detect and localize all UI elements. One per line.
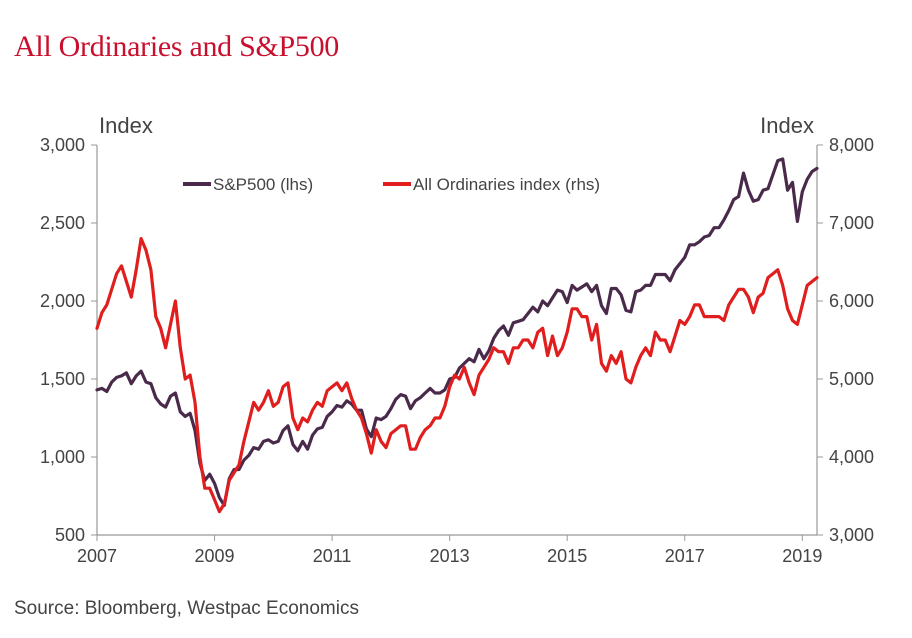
- y-axis-right-unit: Index: [760, 113, 814, 138]
- legend: S&P500 (lhs) All Ordinaries index (rhs): [183, 175, 600, 194]
- y-tick-left-label: 3,000: [40, 135, 85, 155]
- chart: Index Index 3,000 2,500 2,000 1,500 1,000 500…: [40, 113, 874, 566]
- y-tick-left-label: 2,000: [40, 291, 85, 311]
- allords-line: [95, 237, 819, 514]
- chart-title: All Ordinaries and S&P500: [14, 30, 339, 63]
- y-tick-left-label: 500: [55, 525, 85, 545]
- sp500-line: [95, 157, 819, 507]
- y-tick-left-label: 1,500: [40, 369, 85, 389]
- y-tick-right-label: 6,000: [829, 291, 874, 311]
- x-ticks: 2007 2009 2011 2013 2015 2017 2019: [77, 535, 822, 566]
- x-tick-label: 2009: [195, 546, 235, 566]
- x-tick-label: 2017: [665, 546, 705, 566]
- x-tick-label: 2019: [782, 546, 822, 566]
- x-tick-label: 2011: [313, 546, 352, 566]
- y-ticks-right: 8,000 7,000 6,000 5,000 4,000 3,000: [817, 135, 874, 545]
- x-tick-label: 2015: [547, 546, 587, 566]
- y-tick-right-label: 7,000: [829, 213, 874, 233]
- x-tick-label: 2007: [77, 546, 117, 566]
- axes: [96, 145, 818, 536]
- legend-label-allords: All Ordinaries index (rhs): [413, 175, 600, 194]
- y-axis-left-unit: Index: [99, 113, 153, 138]
- y-tick-right-label: 5,000: [829, 369, 874, 389]
- y-tick-right-label: 4,000: [829, 447, 874, 467]
- source-note: Source: Bloomberg, Westpac Economics: [14, 598, 359, 619]
- y-tick-right-label: 3,000: [829, 525, 874, 545]
- series-lines: [95, 157, 819, 514]
- y-ticks-left: 3,000 2,500 2,000 1,500 1,000 500: [40, 135, 97, 545]
- x-tick-label: 2013: [430, 546, 470, 566]
- y-tick-left-label: 2,500: [40, 213, 85, 233]
- y-tick-left-label: 1,000: [40, 447, 85, 467]
- y-tick-right-label: 8,000: [829, 135, 874, 155]
- legend-label-sp500: S&P500 (lhs): [213, 175, 313, 194]
